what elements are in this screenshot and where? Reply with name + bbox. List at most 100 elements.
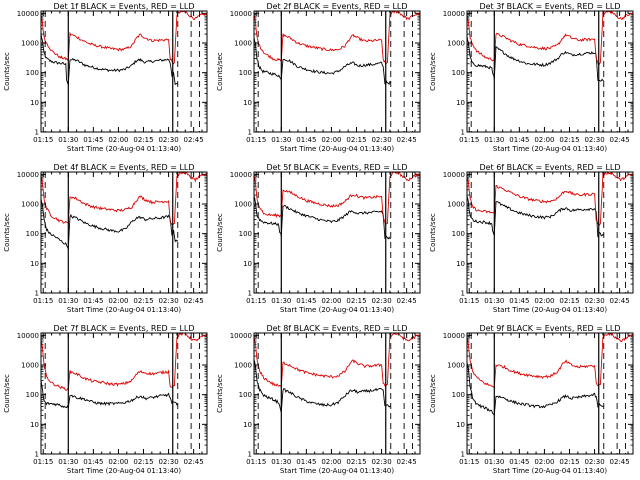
x-tick-label: 02:30 [371, 136, 391, 144]
x-tick-label: 01:45 [83, 136, 103, 144]
x-tick-label: 02:45 [610, 136, 630, 144]
x-tick-label: 02:45 [397, 458, 417, 466]
x-tick-label: 01:15 [33, 136, 53, 144]
series-line-lld [466, 332, 634, 388]
series-line-lld [40, 171, 208, 226]
y-tick-label: 10 [30, 260, 39, 268]
panel-title: Det 5f BLACK = Events, RED = LLD [266, 163, 407, 172]
detector-panel-6: Det 6f BLACK = Events, RED = LLD Counts/s… [429, 163, 634, 314]
series-line-lld [466, 170, 634, 226]
series-line-lld [40, 10, 208, 65]
y-tick-label: 1000 [447, 40, 465, 48]
x-axis-label: Start Time (20-Aug-04 01:13:40) [67, 467, 181, 475]
x-tick-label: 02:30 [371, 458, 391, 466]
x-axis-label: Start Time (20-Aug-04 01:13:40) [280, 467, 394, 475]
y-tick-label: 1 [461, 451, 465, 459]
x-tick-label: 01:15 [459, 297, 479, 305]
panel-title: Det 8f BLACK = Events, RED = LLD [266, 324, 407, 333]
x-tick-label: 02:30 [584, 458, 604, 466]
x-axis-label: Start Time (20-Aug-04 01:13:40) [67, 306, 181, 314]
x-axis-label: Start Time (20-Aug-04 01:13:40) [493, 306, 607, 314]
panel-title: Det 7f BLACK = Events, RED = LLD [53, 324, 194, 333]
plot-frame [466, 171, 634, 294]
x-tick-label: 01:30 [484, 297, 504, 305]
x-tick-label: 02:45 [184, 297, 204, 305]
x-tick-label: 01:15 [246, 297, 266, 305]
detector-panel-3: Det 3f BLACK = Events, RED = LLD Counts/s… [429, 2, 634, 153]
x-tick-label: 02:00 [534, 458, 554, 466]
panel-title: Det 4f BLACK = Events, RED = LLD [53, 163, 194, 172]
y-tick-label: 1000 [234, 362, 252, 370]
x-tick-label: 02:45 [184, 136, 204, 144]
x-axis-label: Start Time (20-Aug-04 01:13:40) [67, 145, 181, 153]
x-tick-label: 02:15 [346, 458, 366, 466]
y-axis-label: Counts/sec [216, 374, 224, 413]
y-tick-label: 1 [461, 129, 465, 137]
x-tick-label: 02:15 [133, 297, 153, 305]
plot-frame [40, 10, 208, 133]
series-line-events [466, 196, 605, 238]
x-tick-label: 02:15 [559, 136, 579, 144]
x-tick-label: 02:45 [610, 458, 630, 466]
series-line-events [253, 359, 391, 413]
detector-panel-9: Det 9f BLACK = Events, RED = LLD Counts/s… [429, 324, 634, 475]
y-tick-label: 1 [248, 129, 252, 137]
x-tick-label: 01:15 [246, 458, 266, 466]
series-line-events [466, 362, 604, 416]
x-tick-label: 01:30 [58, 136, 78, 144]
x-tick-label: 02:00 [321, 136, 341, 144]
y-tick-label: 10000 [230, 171, 252, 179]
x-tick-label: 01:45 [296, 297, 316, 305]
x-tick-label: 02:15 [346, 297, 366, 305]
y-tick-label: 10 [30, 99, 39, 107]
y-tick-label: 1 [35, 451, 39, 459]
y-tick-label: 1000 [447, 362, 465, 370]
x-axis-label: Start Time (20-Aug-04 01:13:40) [280, 145, 394, 153]
plot-frame [466, 10, 634, 133]
y-tick-label: 1000 [21, 362, 39, 370]
y-tick-label: 100 [239, 230, 252, 238]
y-tick-label: 10 [456, 260, 465, 268]
series-line-events [253, 195, 391, 240]
plot-frame [253, 171, 421, 294]
y-axis-label: Counts/sec [216, 213, 224, 252]
series-line-events [40, 198, 179, 250]
plot-frame [253, 332, 421, 455]
y-tick-label: 10000 [17, 10, 39, 18]
y-tick-label: 10 [30, 421, 39, 429]
x-tick-label: 02:30 [584, 136, 604, 144]
x-tick-label: 02:30 [158, 458, 178, 466]
detector-panel-7: Det 7f BLACK = Events, RED = LLD Counts/s… [3, 324, 208, 475]
plot-frame [253, 10, 421, 133]
y-axis-label: Counts/sec [429, 52, 437, 91]
y-tick-label: 1000 [21, 40, 39, 48]
x-tick-label: 01:30 [271, 297, 291, 305]
y-tick-label: 100 [26, 69, 39, 77]
x-tick-label: 01:45 [83, 458, 103, 466]
series-line-events [253, 37, 392, 86]
detector-panel-4: Det 4f BLACK = Events, RED = LLD Counts/s… [3, 163, 208, 314]
panel-title: Det 9f BLACK = Events, RED = LLD [479, 324, 620, 333]
series-line-lld [466, 10, 634, 66]
y-axis-label: Counts/sec [3, 374, 11, 413]
x-tick-label: 01:30 [58, 297, 78, 305]
y-tick-label: 100 [26, 391, 39, 399]
y-tick-label: 1 [248, 451, 252, 459]
x-tick-label: 01:30 [58, 458, 78, 466]
x-tick-label: 02:30 [371, 297, 391, 305]
x-tick-label: 02:00 [534, 136, 554, 144]
x-axis-label: Start Time (20-Aug-04 01:13:40) [280, 306, 394, 314]
series-line-lld [40, 332, 208, 391]
x-tick-label: 02:45 [184, 458, 204, 466]
x-tick-label: 01:15 [33, 297, 53, 305]
y-tick-label: 100 [452, 69, 465, 77]
x-tick-label: 02:00 [108, 297, 128, 305]
series-line-lld [253, 10, 421, 64]
series-line-events [466, 35, 604, 82]
detector-panel-1: Det 1f BLACK = Events, RED = LLD Counts/s… [3, 2, 208, 153]
detector-panel-2: Det 2f BLACK = Events, RED = LLD Counts/s… [216, 2, 421, 153]
plot-frame [40, 332, 208, 455]
x-tick-label: 02:45 [397, 297, 417, 305]
x-tick-label: 01:45 [509, 297, 529, 305]
